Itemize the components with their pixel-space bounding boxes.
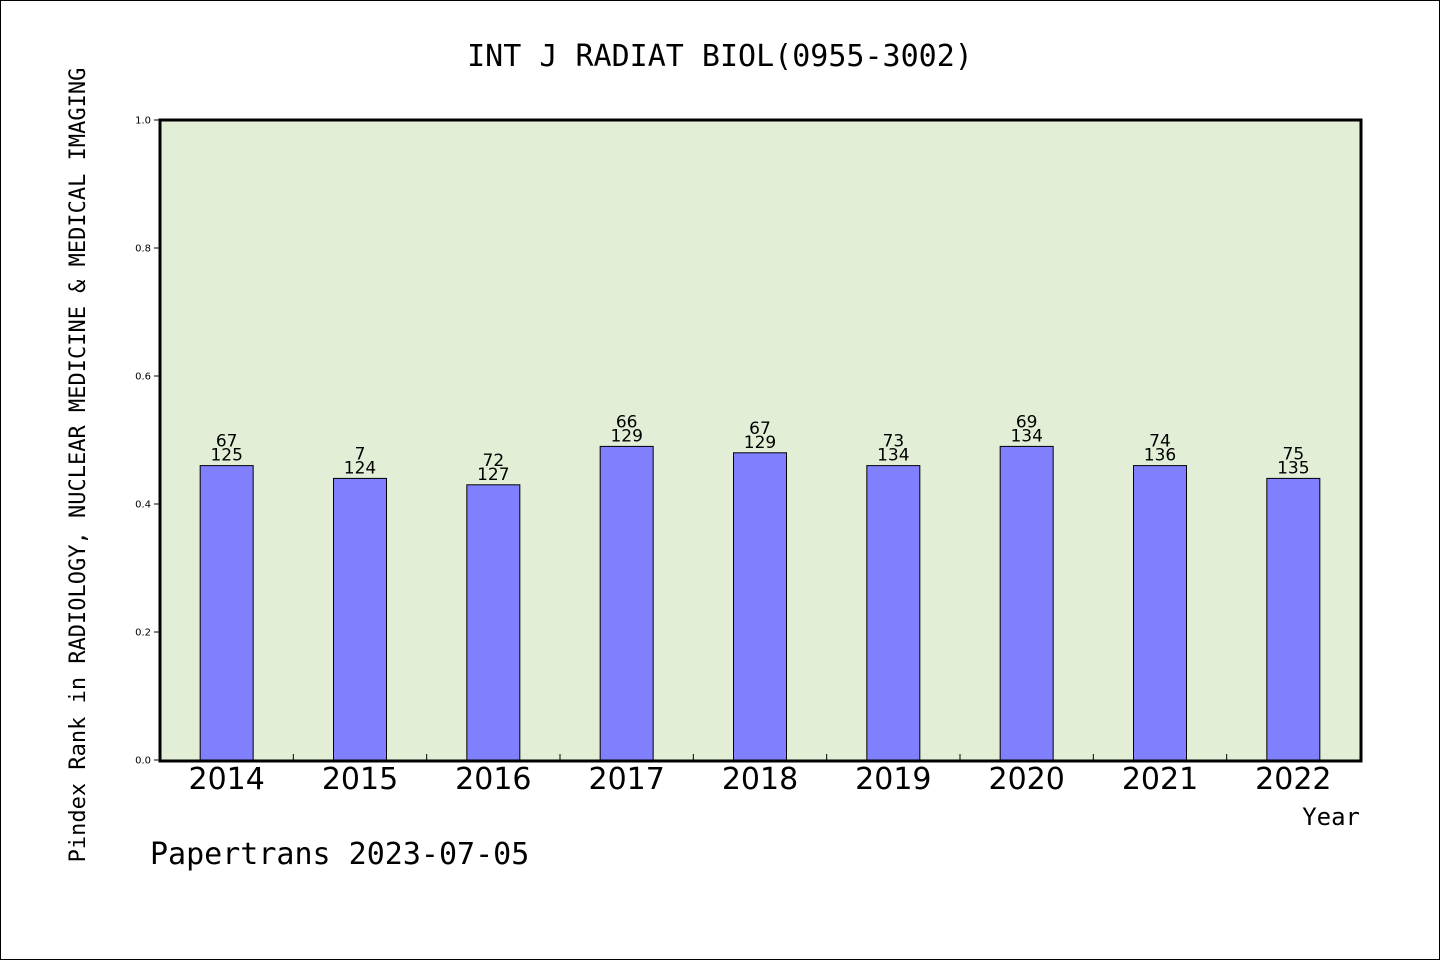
bar-total-label: 125	[210, 446, 242, 466]
bar-rank-label: 7	[355, 444, 366, 464]
x-tick-label: 2016	[455, 762, 531, 797]
bar-series	[199, 445, 1321, 761]
bar-rank-label: 67	[749, 419, 771, 439]
bar-2017	[599, 445, 654, 761]
bar-2014	[199, 465, 254, 761]
bar-rank-label: 69	[1016, 412, 1038, 432]
x-tick-label: 2021	[1122, 762, 1198, 797]
footer-credit: Papertrans 2023-07-05	[150, 837, 529, 872]
y-tick-label: 0.8	[135, 244, 151, 255]
x-tick-label: 2022	[1255, 762, 1331, 797]
bar-total-label: 129	[610, 426, 642, 446]
bar-total-label: 134	[1010, 426, 1042, 446]
y-tick-label: 0.6	[135, 372, 151, 383]
bar-total-label: 136	[1144, 446, 1176, 466]
x-axis-label: Year	[1302, 803, 1360, 831]
bar-total-label: 129	[744, 433, 776, 453]
bar-total-label: 124	[344, 458, 376, 478]
bar-total-label: 135	[1277, 458, 1309, 478]
y-axis-label: Pindex Rank in RADIOLOGY, NUCLEAR MEDICI…	[66, 68, 91, 863]
bar-2022	[1266, 477, 1321, 761]
bar-2020	[999, 445, 1054, 761]
bar-rank-label: 73	[883, 432, 905, 452]
bar-rank-label: 67	[216, 432, 238, 452]
bar-total-label: 134	[877, 446, 909, 466]
bar-2018	[733, 452, 787, 761]
x-tick-label: 2020	[988, 762, 1064, 797]
x-tick-label: 2015	[322, 762, 398, 797]
x-tick-label: 2014	[188, 762, 264, 797]
bar-2015	[333, 477, 387, 761]
bar-2021	[1133, 465, 1187, 761]
bar-rank-label: 72	[483, 451, 505, 471]
bar-2016	[466, 484, 521, 761]
x-tick-label: 2019	[855, 762, 931, 797]
chart-title: INT J RADIAT BIOL(0955-3002)	[467, 39, 973, 74]
y-tick-label: 0.2	[135, 628, 151, 639]
y-axis: 0.0 0.2 0.4 0.6 0.8 1.0	[135, 116, 160, 767]
bar-rank-label: 74	[1149, 432, 1171, 452]
x-tick-label: 2018	[722, 762, 798, 797]
bar-2019	[866, 465, 921, 761]
y-tick-label: 0.4	[135, 500, 151, 511]
x-tick-label: 2017	[588, 762, 664, 797]
y-tick-label: 1.0	[135, 116, 151, 127]
y-tick-label: 0.0	[135, 756, 151, 767]
bar-total-label: 127	[477, 465, 509, 485]
bar-rank-label: 66	[616, 412, 638, 432]
x-axis: 2014 2015 2016 2017 2018 2019 2020 2021 2022	[188, 754, 1332, 797]
bar-rank-label: 75	[1283, 444, 1305, 464]
